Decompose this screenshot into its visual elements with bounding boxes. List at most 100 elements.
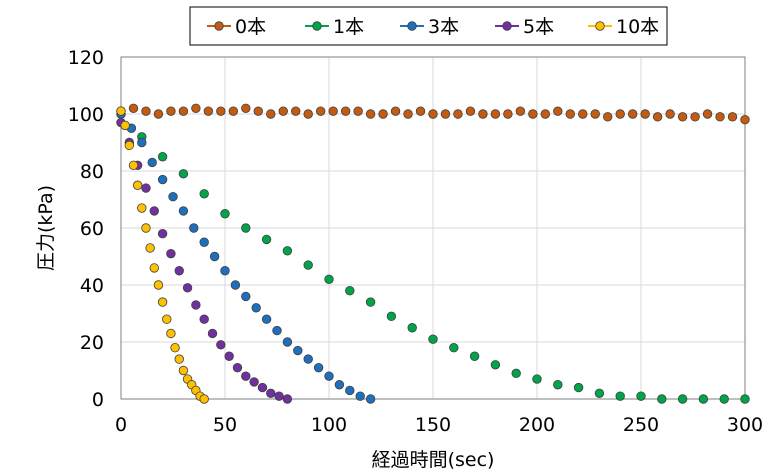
data-point [303,260,313,270]
x-tick-label: 150 [415,414,451,436]
data-point [162,314,172,324]
data-point [278,106,288,116]
data-point [324,371,334,381]
legend-box [189,6,668,46]
data-point [378,109,388,119]
y-tick-label: 80 [80,161,104,183]
data-point [149,263,159,273]
data-point [232,362,243,373]
data-point [157,174,168,185]
data-point [199,314,209,324]
data-point [241,223,251,233]
data-point [145,243,155,253]
data-point [740,114,750,125]
legend-label: 3本 [428,16,459,38]
legend-label: 10本 [616,16,659,38]
data-point [249,377,259,387]
data-point [216,106,226,116]
data-point [665,109,675,119]
data-point [137,203,147,213]
data-point [178,169,189,179]
data-point [216,340,226,350]
data-point [261,314,272,324]
data-point [365,394,376,404]
data-point [128,103,139,114]
series-4 [116,106,209,404]
data-point [282,394,293,404]
data-point [345,286,355,296]
data-point [182,283,193,293]
data-point [141,183,151,193]
data-point [594,388,605,399]
data-point [128,160,139,171]
data-point [403,109,413,119]
data-point [415,106,426,116]
data-point [199,237,209,247]
data-point [677,112,688,122]
legend-marker [312,21,322,31]
data-point [490,109,501,119]
data-point [719,394,729,404]
x-axis-label: 経過時間(sec) [372,449,495,471]
y-tick-label: 100 [68,104,104,126]
x-tick-label: 50 [213,414,237,436]
data-point [636,391,646,401]
data-point [553,106,563,116]
data-point [191,300,201,310]
legend-label: 5本 [523,16,554,38]
data-point [157,228,168,239]
data-point [120,120,130,131]
data-point [440,109,451,119]
data-point [390,106,401,116]
data-point [615,109,625,119]
data-point [137,137,147,148]
legend-label: 0本 [235,16,266,38]
data-point [199,189,209,199]
legend-marker [595,21,605,31]
data-point [355,391,365,401]
data-point [178,206,189,216]
data-point [478,109,488,119]
x-axis-ticks: 0 50 100 150 200 250 300 [115,414,763,436]
data-point [590,109,600,119]
x-tick-label: 0 [115,414,127,436]
data-point [153,109,164,119]
y-tick-label: 40 [80,275,104,297]
data-point [266,388,276,399]
data-point [532,374,542,384]
data-point [166,248,176,259]
data-point [168,191,178,202]
data-point [230,280,241,290]
data-point [149,206,159,216]
data-point [469,351,480,361]
y-axis-ticks: 0 20 40 60 80 100 120 [68,47,104,411]
data-point [565,109,575,119]
data-point [241,291,251,302]
data-point [272,325,282,336]
data-point [698,394,709,404]
data-point [553,380,563,390]
data-point [386,311,397,322]
series-group [116,103,750,404]
data-point [199,394,209,404]
data-point [178,365,189,376]
data-point [515,106,526,116]
data-point [241,371,251,381]
plot-area [120,56,746,400]
data-point [345,385,355,396]
data-point [116,106,126,116]
legend-marker [214,21,224,31]
data-point [453,109,463,119]
data-point [313,362,324,373]
data-point [141,106,151,116]
data-point [166,106,176,116]
data-point [253,106,263,116]
y-axis-label: 圧力(kPa) [35,185,57,271]
data-point [503,109,513,119]
data-point [282,337,293,347]
data-point [324,274,334,285]
data-point [640,109,650,119]
data-point [727,112,738,122]
data-point [203,106,214,116]
